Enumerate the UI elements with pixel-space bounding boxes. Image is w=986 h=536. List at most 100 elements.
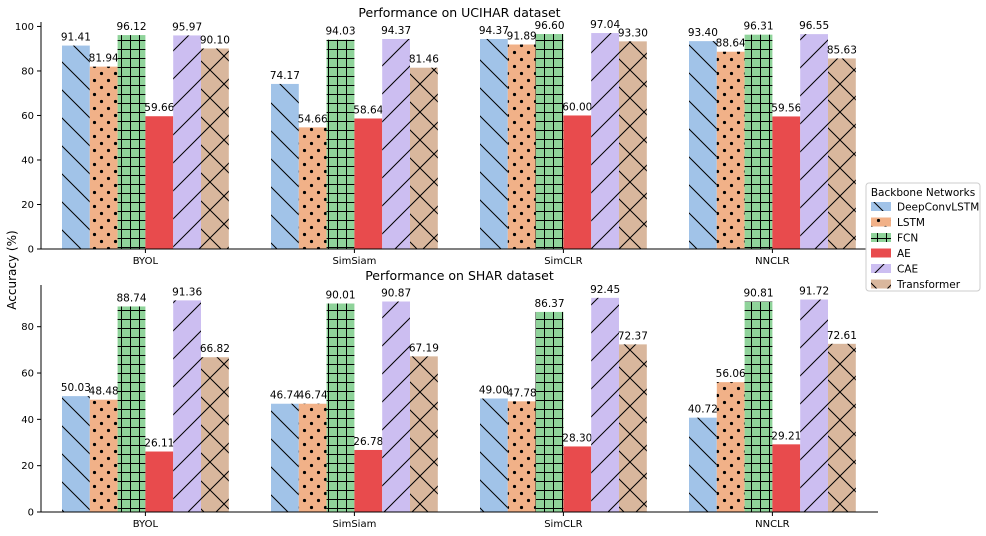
bar-hatch [89,66,118,249]
bar-hatch [201,48,229,249]
shar-y-tick-label: 60 [21,369,34,380]
bar-hatch [117,35,146,250]
ucihar-bar-simsiam-lstm [298,127,327,249]
bar-hatch [89,399,118,512]
bar-fill [772,444,801,512]
ucihar-data-label: 88.64 [716,38,746,50]
ucihar-data-label: 96.55 [799,20,829,32]
shar-bar-simclr-fcn [535,311,564,512]
bar-hatch [410,67,438,249]
shar-data-label: 46.74 [298,390,328,402]
shar-bar-simclr-transformer [619,344,647,512]
bar-hatch [480,38,508,249]
shar-bar-simclr-deepconvlstm [480,398,508,512]
legend-label: LSTM [897,217,925,229]
ucihar-data-label: 90.10 [200,34,230,46]
ucihar-bar-simsiam-deepconvlstm [271,83,299,249]
bar-fill [145,451,174,512]
shar-bar-byol-ae [145,451,174,512]
legend-swatch-hatch [871,264,891,273]
ucihar-data-label: 94.37 [381,25,411,37]
ucihar-bar-simsiam-fcn [326,39,355,250]
shar-bar-byol-fcn [117,306,146,512]
y-axis-label: Accuracy (%) [5,230,19,309]
shar-bar-simclr-lstm [507,401,536,512]
shar-bar-simclr-ae [563,446,592,512]
bar-fill [563,446,592,512]
shar-data-label: 49.00 [479,385,509,397]
ucihar-bar-byol-fcn [117,35,146,250]
shar-bar-simsiam-ae [354,449,383,512]
shar-bar-byol-cae [173,300,201,512]
ucihar-y-tick-label: 100 [15,22,34,33]
ucihar-bar-nnclr-lstm [716,51,745,250]
bar-hatch [716,51,745,250]
bar-hatch [326,39,355,250]
ucihar-bar-byol-cae [173,35,201,249]
ucihar-bar-nnclr-ae [772,116,801,250]
ucihar-bar-byol-ae [145,116,174,249]
shar-data-label: 26.78 [353,436,383,448]
shar-data-label: 40.72 [688,404,718,416]
ucihar-data-label: 96.60 [534,20,564,32]
shar-data-label: 47.78 [507,387,537,399]
legend-swatch-hatch [871,202,891,211]
ucihar-y-tick-label: 80 [21,66,34,77]
ucihar-data-label: 95.97 [172,21,202,33]
ucihar-bar-simsiam-ae [354,118,383,249]
bar-hatch [507,401,536,512]
shar-data-label: 90.81 [743,288,773,300]
shar-y-tick-label: 80 [21,322,34,333]
ucihar-x-tick-label: BYOL [133,256,159,267]
ucihar-panel: Performance on UCIHAR dataset 91.41 74.17 9… [15,5,878,267]
shar-data-label: 66.82 [200,343,230,355]
legend-label: FCN [897,233,918,245]
ucihar-data-label: 91.89 [507,30,537,42]
ucihar-data-label: 59.56 [771,102,801,114]
bar-hatch [382,38,410,249]
legend-swatch-hatch [871,279,891,289]
ucihar-data-label: 60.00 [562,101,592,113]
shar-data-label: 88.74 [116,292,146,304]
legend-swatch [871,248,891,258]
ucihar-y-tick-label: 0 [28,245,34,256]
shar-bar-nnclr-ae [772,444,801,512]
ucihar-data-label: 93.30 [618,27,648,39]
shar-data-label: 90.87 [381,288,411,300]
bar-hatch [744,34,773,249]
shar-data-label: 46.74 [270,390,300,402]
shar-bar-simsiam-cae [382,301,410,512]
bar-hatch [828,343,856,512]
shar-bar-nnclr-fcn [744,301,773,512]
shar-bar-nnclr-deepconvlstm [689,417,717,512]
bar-hatch [591,297,619,512]
ucihar-x-tick-label: NNCLR [755,256,790,267]
shar-data-label: 72.61 [827,330,857,342]
ucihar-data-label: 81.46 [409,54,439,66]
legend-entry-lstm: LSTM [871,217,925,229]
ucihar-data-label: 59.66 [144,102,174,114]
ucihar-chart-title: Performance on UCIHAR dataset [358,5,560,20]
bar-hatch [117,306,146,512]
shar-y-tick-label: 40 [21,415,34,426]
bar-hatch [271,83,299,249]
shar-bar-simsiam-lstm [298,403,327,512]
shar-data-label: 67.19 [409,342,439,354]
shar-bar-nnclr-transformer [828,343,856,512]
ucihar-data-label: 94.03 [325,26,355,38]
shar-bar-nnclr-cae [800,299,828,512]
bar-hatch [271,403,299,512]
shar-bar-simsiam-fcn [326,303,355,512]
ucihar-bar-nnclr-deepconvlstm [689,41,717,249]
shar-data-label: 91.36 [172,286,202,298]
ucihar-data-label: 96.12 [116,21,146,33]
ucihar-data-label: 97.04 [590,19,620,31]
legend-title: Backbone Networks [871,187,975,199]
shar-y-tick-label: 0 [28,508,34,519]
bar-fill [145,116,174,249]
bar-hatch [507,44,536,249]
bar-fill [563,115,592,250]
shar-data-label: 86.37 [534,298,564,310]
legend-label: AE [897,248,911,260]
